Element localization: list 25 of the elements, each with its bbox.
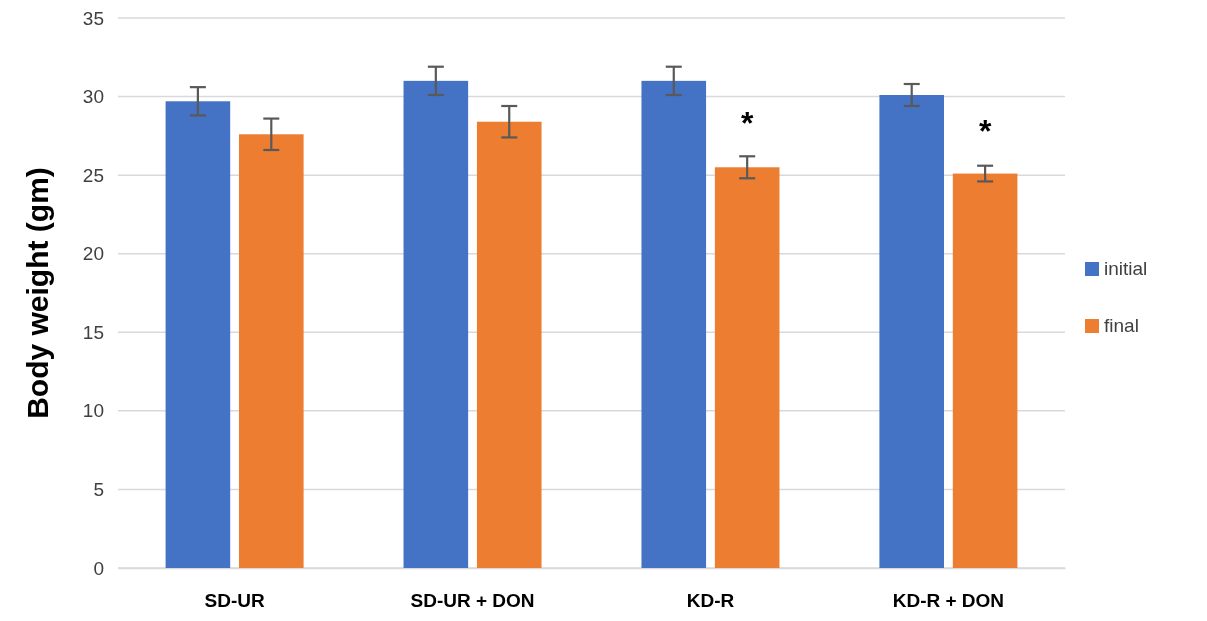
- x-tick-label: KD-R: [686, 590, 735, 612]
- y-axis-title: Body weight (gm): [21, 167, 54, 419]
- y-tick-label: 35: [82, 7, 104, 29]
- y-tick-label: 0: [93, 557, 104, 579]
- y-tick-label: 10: [82, 400, 104, 422]
- y-tick-label: 5: [93, 479, 104, 501]
- x-tick-label: SD-UR + DON: [410, 590, 535, 612]
- annotation: *: [740, 104, 754, 141]
- bar: [952, 173, 1018, 568]
- bar: [879, 95, 945, 568]
- bar: [714, 167, 780, 568]
- legend-label: initial: [1104, 258, 1148, 279]
- y-tick-label: 20: [82, 243, 104, 265]
- annotation: *: [978, 112, 992, 149]
- bar: [476, 121, 542, 568]
- bar: [403, 80, 469, 568]
- x-tick-label: SD-UR: [204, 590, 265, 612]
- bar: [165, 101, 231, 568]
- y-tick-label: 15: [82, 321, 104, 343]
- y-tick-label: 25: [82, 164, 104, 186]
- legend-label: final: [1104, 315, 1139, 336]
- bar: [239, 134, 304, 568]
- x-tick-label: KD-R + DON: [892, 590, 1005, 612]
- y-tick-label: 30: [82, 86, 104, 108]
- bar: [641, 80, 707, 568]
